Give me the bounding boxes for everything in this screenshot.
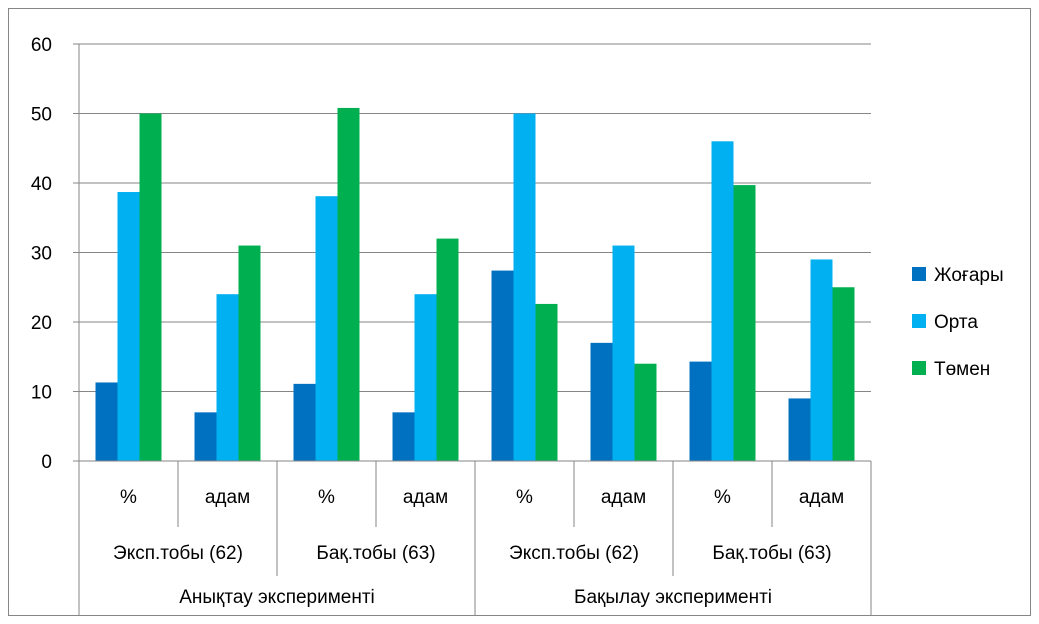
bar-1-1 bbox=[95, 382, 118, 461]
bar-2-4 bbox=[414, 294, 437, 461]
bar-2-5 bbox=[513, 113, 536, 461]
x-tick-label: адам bbox=[601, 487, 646, 508]
bar-2-6 bbox=[612, 245, 635, 461]
bar-1-6 bbox=[590, 342, 613, 461]
bar-1-5 bbox=[491, 270, 514, 461]
x-tick-label: адам bbox=[799, 487, 844, 508]
y-tick-label: 60 bbox=[31, 35, 52, 56]
bar-2-8 bbox=[810, 259, 833, 461]
legend-label: Орта bbox=[934, 312, 978, 333]
bar-3-7 bbox=[733, 185, 756, 461]
x-tick-label: % bbox=[714, 487, 731, 508]
y-tick-label: 20 bbox=[31, 313, 52, 334]
legend-label: Төмен bbox=[934, 359, 990, 380]
group-label: Эксп.тобы (62) bbox=[509, 543, 639, 564]
x-tick-label: % bbox=[516, 487, 533, 508]
bar-1-2 bbox=[194, 412, 217, 461]
legend-swatch bbox=[912, 267, 926, 281]
bar-2-2 bbox=[216, 294, 239, 461]
bar-1-8 bbox=[788, 398, 811, 461]
bar-2-7 bbox=[711, 141, 734, 462]
legend-swatch bbox=[912, 361, 926, 375]
bar-3-6 bbox=[634, 363, 657, 461]
bar-3-3 bbox=[337, 107, 360, 461]
y-tick-label: 10 bbox=[31, 383, 52, 404]
bar-3-2 bbox=[238, 245, 261, 461]
bar-2-1 bbox=[117, 192, 140, 461]
legend-swatch bbox=[912, 314, 926, 328]
legend-label: Жоғары bbox=[934, 265, 1004, 286]
bar-3-5 bbox=[535, 303, 558, 461]
supergroup-label: Бақылау эксперименті bbox=[574, 587, 772, 608]
y-tick-label: 50 bbox=[31, 105, 52, 126]
bar-3-8 bbox=[832, 287, 855, 461]
y-tick-label: 30 bbox=[31, 244, 52, 265]
group-label: Бақ.тобы (63) bbox=[712, 543, 831, 564]
x-tick-label: адам bbox=[205, 487, 250, 508]
supergroup-label: Анықтау эксперименті bbox=[179, 587, 375, 608]
x-tick-label: адам bbox=[403, 487, 448, 508]
group-label: Бақ.тобы (63) bbox=[316, 543, 435, 564]
bar-1-3 bbox=[293, 383, 316, 461]
bar-2-3 bbox=[315, 196, 338, 461]
y-tick-label: 0 bbox=[41, 452, 52, 473]
x-tick-label: % bbox=[120, 487, 137, 508]
bar-3-1 bbox=[139, 113, 162, 461]
y-tick-label: 40 bbox=[31, 174, 52, 195]
bar-1-4 bbox=[392, 412, 415, 461]
bar-1-7 bbox=[689, 361, 712, 461]
x-tick-label: % bbox=[318, 487, 335, 508]
bar-3-4 bbox=[436, 238, 459, 461]
group-label: Эксп.тобы (62) bbox=[113, 543, 243, 564]
